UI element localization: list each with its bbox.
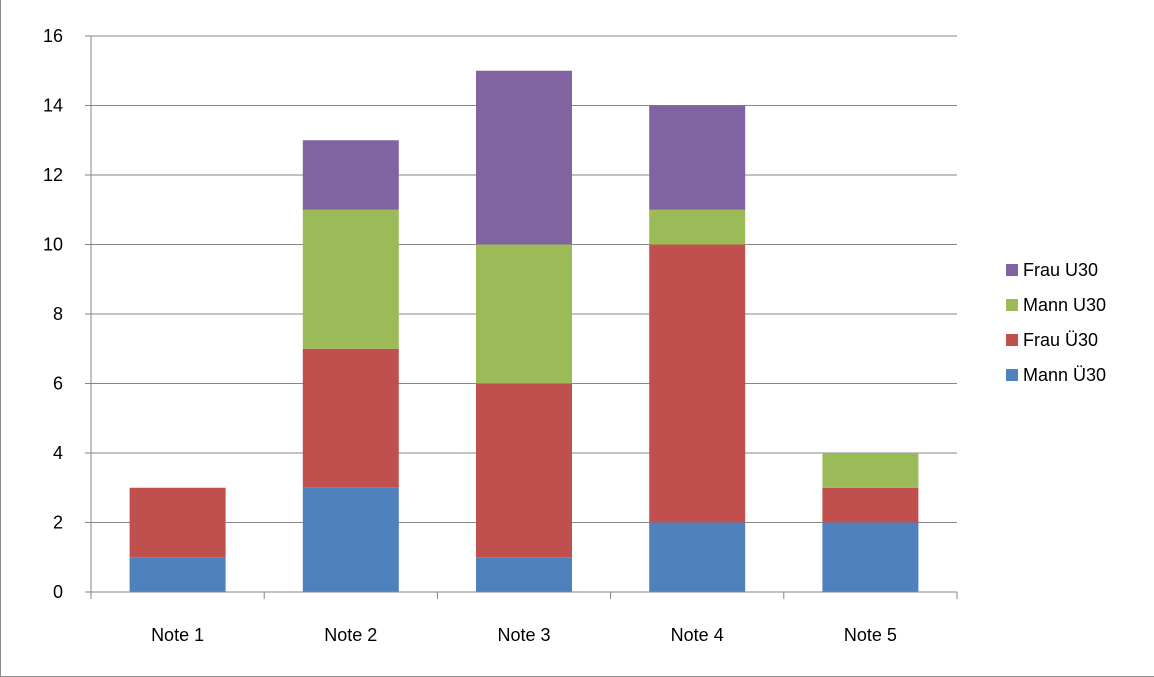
legend-swatch <box>1006 299 1018 311</box>
bar-segment <box>476 244 572 384</box>
bar-series <box>129 70 919 592</box>
bar-segment <box>302 209 399 349</box>
x-tick-label: Note 1 <box>151 625 204 645</box>
legend-label: Frau Ü30 <box>1023 330 1098 350</box>
bar-segment <box>649 522 746 592</box>
legend: Frau U30 Mann U30 Frau Ü30 Mann Ü30 <box>1006 260 1106 385</box>
legend-label: Mann U30 <box>1023 295 1106 315</box>
bar-segment <box>476 70 572 245</box>
bar-segment <box>476 557 572 592</box>
bar-segment <box>302 348 399 488</box>
y-tick-label: 16 <box>43 26 63 46</box>
y-tick-label: 8 <box>53 304 63 324</box>
x-tick-label: Note 5 <box>844 625 897 645</box>
bar-segment <box>129 557 226 592</box>
legend-item: Frau U30 <box>1006 260 1098 280</box>
y-tick-label: 14 <box>43 96 63 116</box>
x-axis-ticks: Note 1 Note 2 Note 3 Note 4 Note 5 <box>90 592 958 645</box>
bar-segment <box>822 522 919 592</box>
y-tick-label: 6 <box>53 374 63 394</box>
legend-label: Mann Ü30 <box>1023 365 1106 385</box>
legend-item: Mann Ü30 <box>1006 365 1106 385</box>
bar-segment <box>129 487 226 558</box>
x-tick-label: Note 2 <box>324 625 377 645</box>
bar-segment <box>649 244 746 523</box>
legend-swatch <box>1006 334 1018 346</box>
bar-segment <box>476 383 572 558</box>
y-tick-label: 2 <box>53 513 63 533</box>
y-tick-label: 10 <box>43 235 63 255</box>
bar-segment <box>302 487 399 592</box>
y-tick-label: 12 <box>43 165 63 185</box>
bar-segment <box>649 105 746 210</box>
legend-item: Mann U30 <box>1006 295 1106 315</box>
legend-item: Frau Ü30 <box>1006 330 1098 350</box>
legend-label: Frau U30 <box>1023 260 1098 280</box>
x-tick-label: Note 4 <box>671 625 724 645</box>
bar-segment <box>649 209 746 245</box>
legend-swatch <box>1006 369 1018 381</box>
y-axis-ticks: 0 2 4 6 8 10 12 14 16 <box>43 26 91 602</box>
bar-segment <box>302 140 399 210</box>
bar-segment <box>822 487 919 523</box>
y-tick-label: 4 <box>53 443 63 463</box>
y-tick-label: 0 <box>53 582 63 602</box>
bar-segment <box>822 453 919 488</box>
x-tick-label: Note 3 <box>497 625 550 645</box>
legend-swatch <box>1006 264 1018 276</box>
